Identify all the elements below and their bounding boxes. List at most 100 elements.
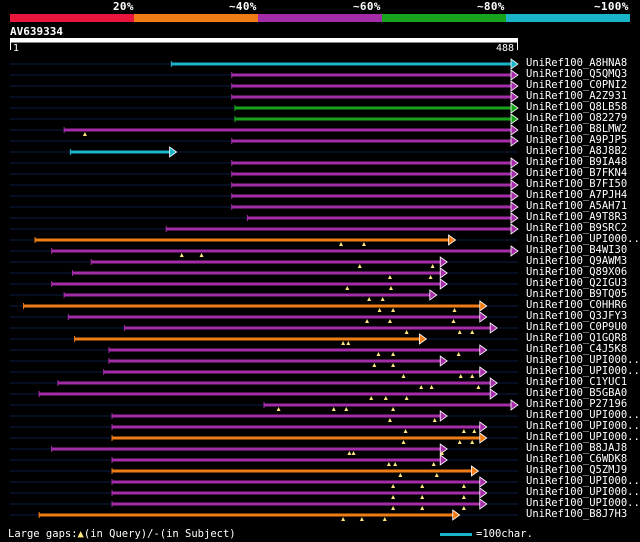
- hit-label[interactable]: UniRef100_B8LMW2: [526, 123, 628, 135]
- hit-label[interactable]: UniRef100_Q1GQR8: [526, 332, 628, 344]
- hit-bar[interactable]: [247, 216, 512, 220]
- hit-bar[interactable]: [91, 260, 442, 264]
- hit-bar[interactable]: [231, 95, 513, 99]
- query-gap-marker: [344, 407, 349, 411]
- hit-bar[interactable]: [51, 282, 442, 286]
- hit-bar[interactable]: [112, 425, 481, 429]
- hit-label[interactable]: UniRef100_Q2IGU3: [526, 277, 628, 289]
- hit-label[interactable]: UniRef100_P27196: [526, 398, 628, 410]
- hit-label[interactable]: UniRef100_A8J8B2: [526, 145, 628, 157]
- hit-label[interactable]: UniRef100_A2Z931: [526, 90, 628, 102]
- hit-label[interactable]: UniRef100_B5GBA0: [526, 387, 628, 399]
- hit-label[interactable]: UniRef100_B9SRC2: [526, 222, 628, 234]
- hit-bar[interactable]: [112, 414, 442, 418]
- hit-bar[interactable]: [231, 139, 513, 143]
- hit-arrow-head: [510, 212, 519, 224]
- hit-label[interactable]: UniRef100_UPI000..: [526, 233, 640, 245]
- hit-label[interactable]: UniRef100_B7FKN4: [526, 167, 628, 179]
- hit-bar[interactable]: [166, 227, 513, 231]
- hit-label[interactable]: UniRef100_C0PNI2: [526, 79, 628, 91]
- hit-label[interactable]: UniRef100_A9PJP5: [526, 134, 628, 146]
- hit-label[interactable]: UniRef100_UPI000..: [526, 420, 640, 432]
- hit-bar[interactable]: [112, 436, 481, 440]
- hit-label[interactable]: UniRef100_Q8LB58: [526, 101, 628, 113]
- hit-bar[interactable]: [70, 150, 171, 154]
- hit-label[interactable]: UniRef100_UPI000..: [526, 409, 640, 421]
- hit-bar[interactable]: [231, 205, 513, 209]
- hit-arrow-head: [439, 355, 448, 367]
- hit-bar[interactable]: [231, 161, 513, 165]
- hit-bar[interactable]: [39, 513, 454, 517]
- hit-label[interactable]: UniRef100_UPI000..: [526, 475, 640, 487]
- ruler-end-label: 488: [496, 43, 515, 54]
- hit-bar[interactable]: [112, 458, 442, 462]
- hit-bar[interactable]: [72, 271, 442, 275]
- hit-bar[interactable]: [231, 84, 513, 88]
- hit-label[interactable]: UniRef100_C0HHR6: [526, 299, 628, 311]
- hit-bar[interactable]: [112, 502, 481, 506]
- hit-bar[interactable]: [103, 370, 481, 374]
- hit-label[interactable]: UniRef100_B9TQ05: [526, 288, 628, 300]
- hit-label[interactable]: UniRef100_A9T8R3: [526, 211, 628, 223]
- hit-label[interactable]: UniRef100_B9IA48: [526, 156, 628, 168]
- query-gap-marker: [420, 484, 425, 488]
- hit-label[interactable]: UniRef100_B7FI50: [526, 178, 628, 190]
- hit-bar[interactable]: [51, 249, 512, 253]
- hit-arrow-head: [471, 465, 480, 477]
- hit-bar[interactable]: [39, 392, 492, 396]
- hit-label[interactable]: UniRef100_O82279: [526, 112, 628, 124]
- query-gap-marker: [476, 385, 481, 389]
- hit-bar[interactable]: [231, 73, 513, 77]
- hit-bar[interactable]: [112, 491, 481, 495]
- hit-bar[interactable]: [74, 337, 421, 341]
- hit-bar[interactable]: [264, 403, 512, 407]
- query-gap-marker: [345, 286, 350, 290]
- hit-bar[interactable]: [51, 447, 442, 451]
- hit-bar[interactable]: [112, 480, 481, 484]
- query-gap-marker: [347, 451, 352, 455]
- query-gap-marker: [365, 319, 370, 323]
- hit-bar[interactable]: [171, 62, 512, 66]
- hit-bar[interactable]: [108, 359, 442, 363]
- query-ruler: [10, 42, 518, 43]
- legend-label-100: ~100%: [594, 0, 629, 13]
- hit-arrow-head: [510, 223, 519, 235]
- hit-label[interactable]: UniRef100_Q3JFY3: [526, 310, 628, 322]
- hit-label[interactable]: UniRef100_B8JAJ8: [526, 442, 628, 454]
- hit-label[interactable]: UniRef100_C4J5K8: [526, 343, 628, 355]
- hit-bar[interactable]: [23, 304, 481, 308]
- hit-label[interactable]: UniRef100_UPI000..: [526, 431, 640, 443]
- hit-bar[interactable]: [231, 172, 513, 176]
- hit-bar[interactable]: [57, 381, 492, 385]
- query-gap-marker: [361, 242, 366, 246]
- hit-label[interactable]: UniRef100_Q5QMQ3: [526, 68, 628, 80]
- hit-label[interactable]: UniRef100_A5AH71: [526, 200, 628, 212]
- hit-label[interactable]: UniRef100_A8HNA8: [526, 57, 628, 69]
- hit-bar[interactable]: [234, 106, 512, 110]
- hit-bar[interactable]: [124, 326, 492, 330]
- hit-bar[interactable]: [34, 238, 450, 242]
- hit-label[interactable]: UniRef100_Q9AWM3: [526, 255, 628, 267]
- hit-bar[interactable]: [234, 117, 512, 121]
- hit-label[interactable]: UniRef100_C6WDK8: [526, 453, 628, 465]
- hit-label[interactable]: UniRef100_Q89X06: [526, 266, 628, 278]
- hit-label[interactable]: UniRef100_UPI000..: [526, 365, 640, 377]
- hit-label[interactable]: UniRef100_Q5ZMJ9: [526, 464, 628, 476]
- query-gap-marker: [331, 407, 336, 411]
- query-gap-marker: [401, 374, 406, 378]
- hit-bar[interactable]: [231, 194, 513, 198]
- hit-label[interactable]: UniRef100_UPI000..: [526, 354, 640, 366]
- hit-bar[interactable]: [231, 183, 513, 187]
- hit-label[interactable]: UniRef100_B8J7H3: [526, 508, 628, 520]
- hit-bar[interactable]: [64, 128, 512, 132]
- hit-bar[interactable]: [112, 469, 473, 473]
- hit-bar[interactable]: [64, 293, 431, 297]
- hit-label[interactable]: UniRef100_C0P9U0: [526, 321, 628, 333]
- hit-label[interactable]: UniRef100_A7PJH4: [526, 189, 628, 201]
- hit-label[interactable]: UniRef100_UPI000..: [526, 497, 640, 509]
- hit-label[interactable]: UniRef100_B4WI30: [526, 244, 628, 256]
- hit-label[interactable]: UniRef100_UPI000..: [526, 486, 640, 498]
- hit-bar[interactable]: [108, 348, 481, 352]
- hit-bar[interactable]: [68, 315, 481, 319]
- hit-label[interactable]: UniRef100_C1YUC1: [526, 376, 628, 388]
